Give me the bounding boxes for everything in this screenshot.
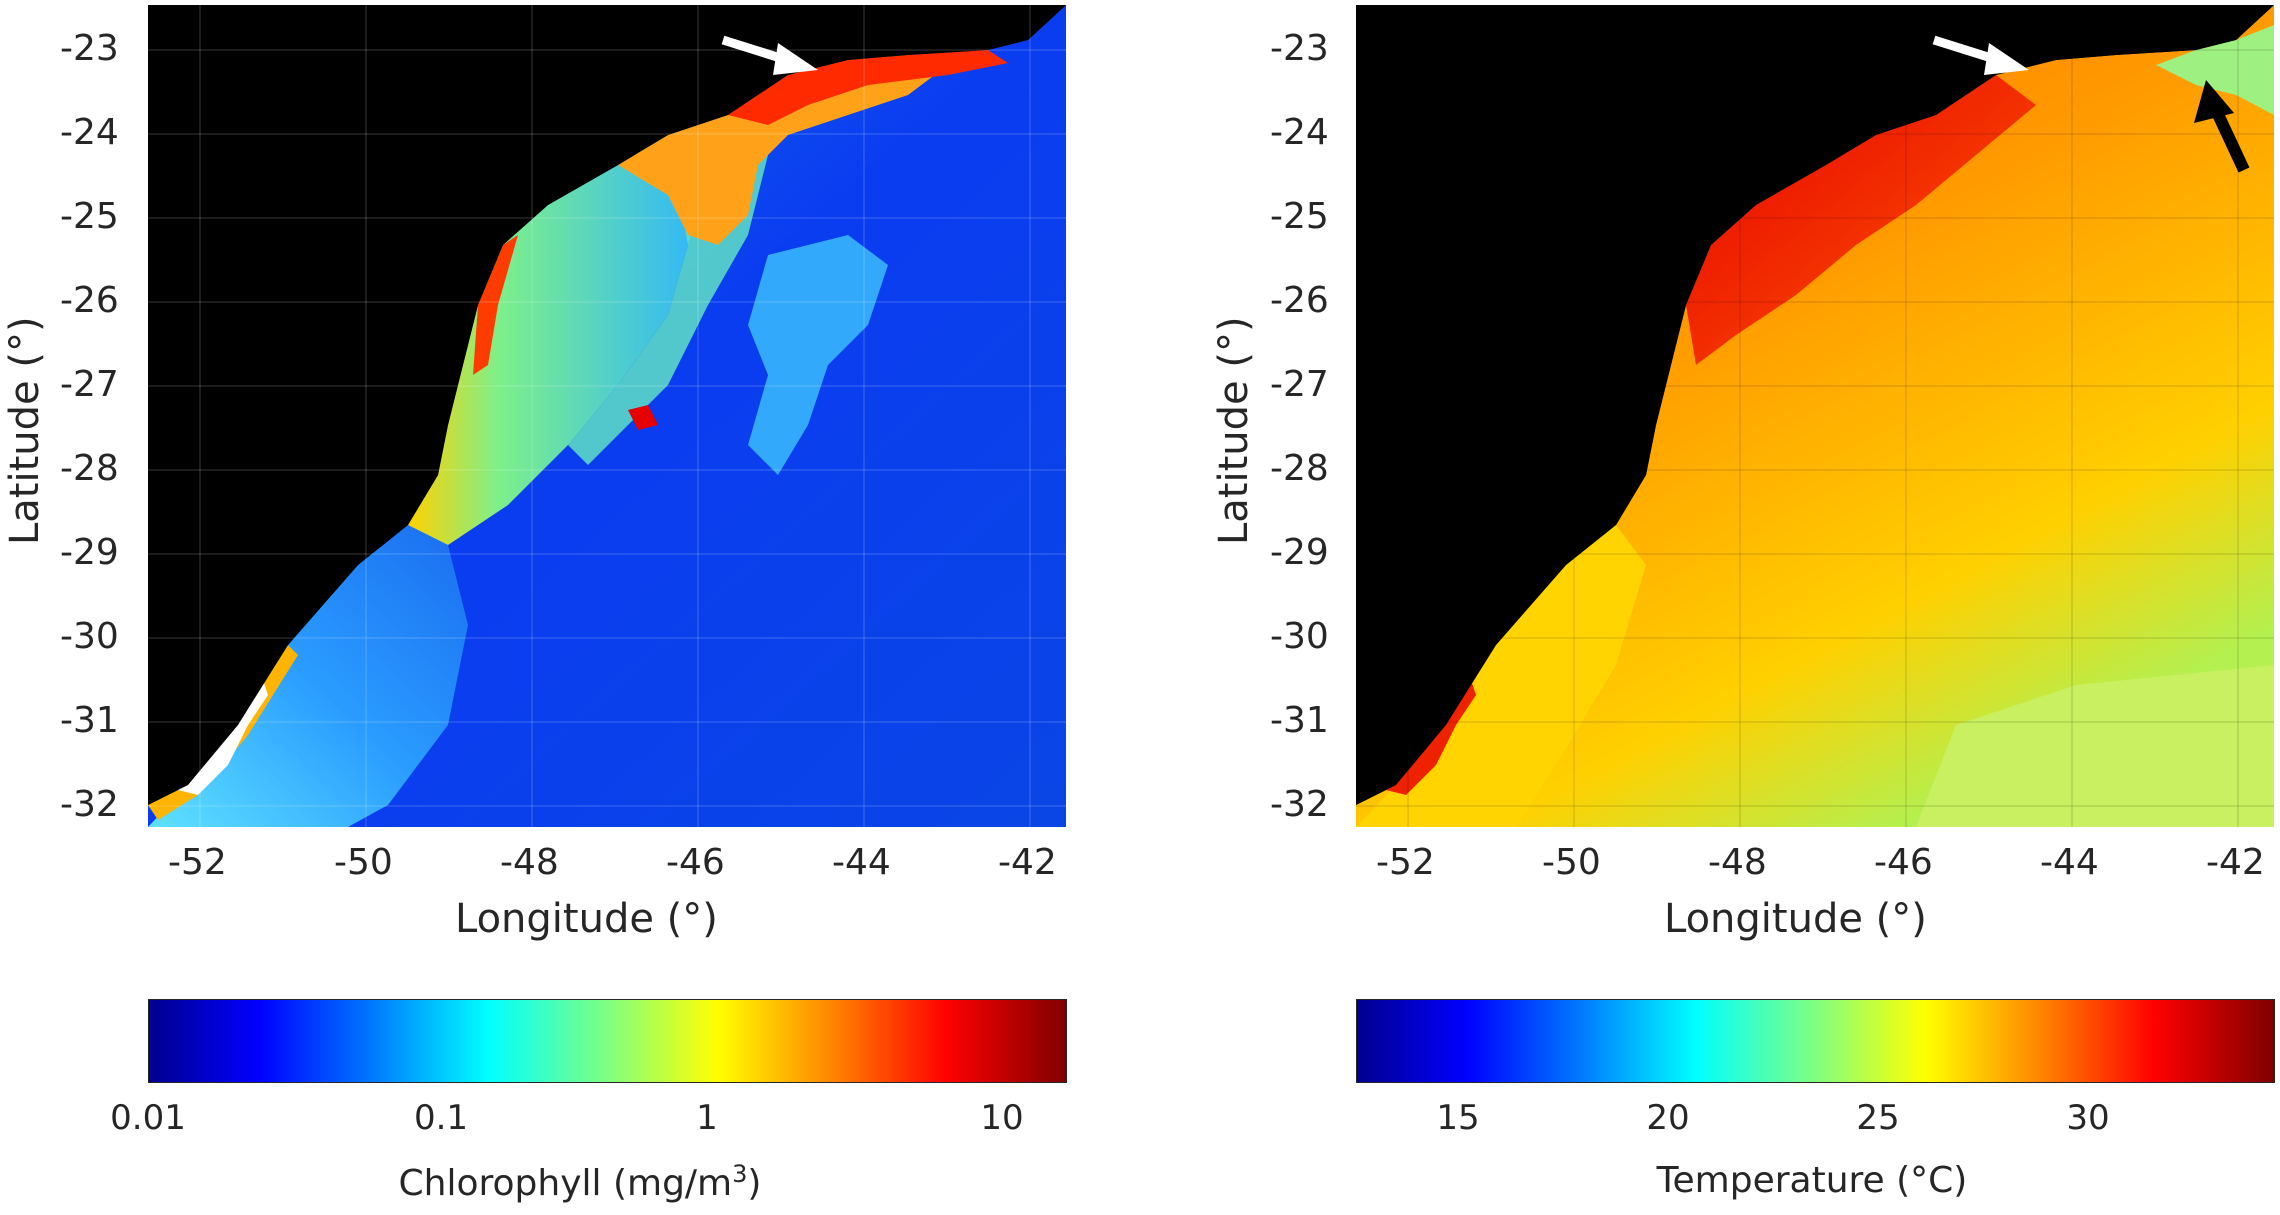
chl-ytick: -32 [60,784,119,825]
chl-white-arrow-icon [721,35,818,75]
chl-xtick: -44 [832,842,891,883]
tmp-xtick: -46 [1874,842,1933,883]
chl-xtick: -52 [168,842,227,883]
chl-xtick: -42 [998,842,1057,883]
tmp-cbar-tick: 25 [1856,1098,1900,1138]
chl-xlabel: Longitude (°) [455,896,718,942]
chl-cbar-tick: 10 [980,1098,1024,1138]
chl-ytick: -27 [60,364,119,405]
tmp-xlabel: Longitude (°) [1664,896,1927,942]
chl-ytick: -24 [60,112,119,153]
temperature-map-svg [1356,5,2274,827]
tmp-ytick: -24 [1270,112,1329,153]
tmp-xtick: -52 [1376,842,1435,883]
chl-xtick: -50 [334,842,393,883]
tmp-ytick: -31 [1270,700,1329,741]
tmp-gridlines [1356,5,2274,827]
chl-patch-red [628,405,658,430]
chl-north-coast [728,50,1008,125]
tmp-ytick: -32 [1270,784,1329,825]
chlorophyll-map-svg [148,5,1066,827]
chl-cbar-tick: 0.1 [413,1098,469,1138]
tmp-colorbar [1356,999,2275,1083]
chl-mid-shelf [408,135,708,545]
tmp-land [1356,5,2274,805]
tmp-cbar-tick: 15 [1436,1098,1480,1138]
tmp-xtick: -44 [2040,842,2099,883]
chl-cbar-tick: 1 [696,1098,718,1138]
chl-ytick: -31 [60,700,119,741]
chl-ylabel: Latitude (°) [2,316,48,545]
chl-ytick: -28 [60,448,119,489]
chl-ytick: -25 [60,196,119,237]
chl-ytick: -29 [60,532,119,573]
chl-coast-red-west [473,235,518,375]
tmp-xtick: -50 [1542,842,1601,883]
tmp-ytick: -27 [1270,364,1329,405]
tmp-ytick: -26 [1270,280,1329,321]
tmp-white-arrow-icon [1932,35,2029,75]
tmp-xtick: -42 [2206,842,2265,883]
chl-coast-edge-south [148,645,298,820]
tmp-ylabel: Latitude (°) [1211,316,1257,545]
tmp-southeast-green [1916,665,2274,827]
chl-land [148,5,1066,805]
chlorophyll-map [148,5,1066,827]
tmp-xtick: -48 [1708,842,1767,883]
tmp-cbar-title: Temperature (°C) [1656,1160,1968,1201]
chl-gridlines [148,5,1066,827]
chl-ytick: -26 [60,280,119,321]
chl-xtick: -48 [500,842,559,883]
tmp-cbar-tick: 30 [2066,1098,2110,1138]
chl-cbar-title: Chlorophyll (mg/m3) [399,1160,762,1204]
chl-filament-east [748,235,888,475]
tmp-ytick: -25 [1270,196,1329,237]
chl-north-band [618,55,948,245]
tmp-ytick: -29 [1270,532,1329,573]
tmp-cool-north [2156,25,2274,115]
tmp-hot-core [1686,75,2036,365]
chl-ytick: -23 [60,28,119,69]
chl-cbar-title-sup: 3 [732,1160,748,1188]
tmp-ytick: -30 [1270,616,1329,657]
temperature-map [1356,5,2274,827]
chl-colorbar [148,999,1067,1083]
chl-cbar-title-end: ) [747,1163,762,1204]
chl-cbar-tick: 0.01 [110,1098,186,1138]
chl-cbar-title-main: Chlorophyll (mg/m [398,1163,733,1204]
tmp-black-arrow-icon [2194,80,2250,173]
tmp-ytick: -28 [1270,448,1329,489]
chl-ytick: -30 [60,616,119,657]
tmp-ytick: -23 [1270,28,1329,69]
tmp-cbar-tick: 20 [1646,1098,1690,1138]
chl-xtick: -46 [666,842,725,883]
